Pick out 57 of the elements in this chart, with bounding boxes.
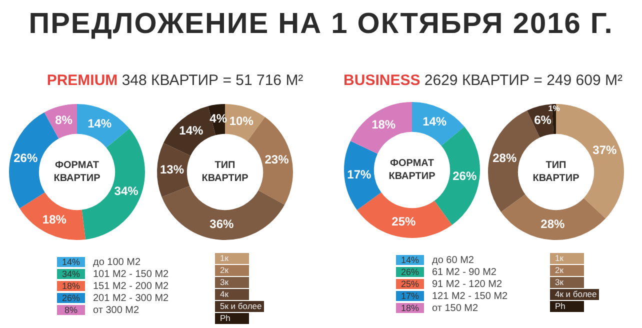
- data-label: 6%: [534, 112, 552, 127]
- legend-label: Ph: [553, 301, 584, 312]
- text: ТИП КВАРТИР: [532, 159, 580, 185]
- data-label: 36%: [210, 217, 234, 232]
- legend-label: до 60 М2: [432, 254, 474, 266]
- text: 26%: [400, 267, 419, 277]
- text: ФОРМАТ КВАРТИР: [52, 159, 102, 185]
- legend-label: 4к и более: [553, 289, 599, 300]
- chart-subtitle: BUSINESS 2629 КВАРТИР = 249 609 М²: [342, 72, 624, 89]
- text: 17%: [400, 291, 419, 301]
- data-label: 34%: [114, 184, 139, 198]
- text: 26%: [62, 293, 80, 303]
- legend-label: 2к: [218, 265, 249, 276]
- text: ПРЕДЛОЖЕНИЕ НА 1 ОКТЯБРЯ 2016 Г.: [28, 8, 614, 41]
- data-label: 23%: [264, 152, 290, 167]
- text: ФОРМАТ КВАРТИР: [388, 157, 436, 183]
- legend-label: до 100 М2: [93, 256, 141, 268]
- legend-label: 101 М2 - 150 М2: [93, 268, 169, 280]
- text: 34%: [62, 269, 80, 279]
- data-label: 26%: [452, 168, 477, 183]
- data-label: 26%: [14, 151, 38, 166]
- legend-label: 3к: [218, 277, 249, 288]
- data-label: 14%: [88, 116, 112, 130]
- text: 18%: [62, 281, 80, 291]
- data-label: 17%: [347, 167, 372, 182]
- legend-label: 1к: [218, 253, 249, 264]
- text: 25%: [400, 279, 419, 289]
- data-label: 28%: [492, 151, 517, 166]
- data-label: 18%: [42, 212, 67, 226]
- legend-label: 5к и более: [218, 301, 264, 312]
- data-label: 14%: [422, 114, 447, 128]
- legend-label: 61 М2 - 90 М2: [432, 266, 496, 278]
- legend-label: от 300 М2: [93, 304, 140, 316]
- legend-label: 121 М2 - 150 М2: [432, 290, 508, 302]
- legend-label: 4к: [218, 289, 249, 300]
- data-label: 13%: [160, 162, 184, 177]
- data-label: 18%: [372, 118, 396, 132]
- data-label: 14%: [179, 123, 204, 138]
- legend-label: 151 М2 - 200 М2: [93, 280, 169, 292]
- chart-subtitle: PREMIUM 348 КВАРТИР = 51 716 М²: [46, 72, 304, 89]
- data-label: 10%: [229, 114, 254, 128]
- legend-label: 1к: [553, 253, 584, 264]
- text: ТИП КВАРТИР: [200, 159, 250, 185]
- data-label: 25%: [392, 214, 416, 229]
- data-label: 28%: [540, 217, 565, 232]
- text: 14%: [400, 255, 419, 265]
- legend-label: 201 М2 - 300 М2: [93, 292, 169, 304]
- text: 14%: [62, 257, 80, 267]
- legend-label: 3к: [553, 277, 584, 288]
- legend-label: от 150 М2: [432, 302, 478, 314]
- text: 8%: [64, 305, 78, 315]
- data-label: 37%: [592, 143, 618, 158]
- legend-label: Ph: [218, 313, 249, 324]
- legend-label: 91 М2 - 120 М2: [432, 278, 502, 290]
- text: 18%: [400, 303, 419, 313]
- legend-label: 2к: [553, 265, 584, 276]
- data-label: 8%: [55, 112, 73, 127]
